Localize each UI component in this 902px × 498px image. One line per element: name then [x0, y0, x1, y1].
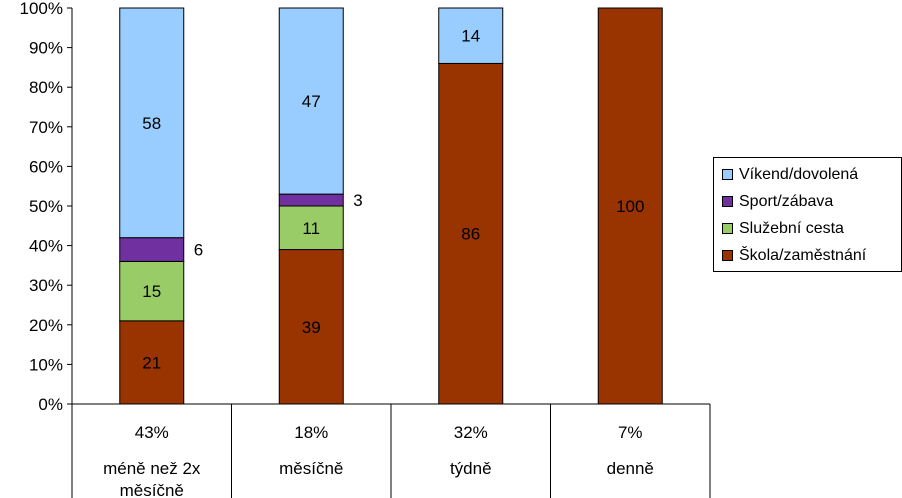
category-share-label: 18% — [294, 423, 328, 442]
data-label: 47 — [302, 92, 321, 111]
y-tick-label: 100% — [20, 0, 63, 18]
y-tick-label: 0% — [38, 395, 63, 414]
category-label: měsíčně — [279, 459, 343, 478]
bar-segment — [438, 7, 504, 64]
bar-segment — [438, 62, 504, 405]
legend-label-vikend: Víkend/dovolená — [739, 165, 859, 183]
bar-segment — [119, 237, 185, 262]
y-tick-label: 70% — [29, 118, 63, 137]
y-tick-label: 10% — [29, 355, 63, 374]
y-tick-label: 30% — [29, 276, 63, 295]
legend-item-sluzebni: Služební cesta — [722, 215, 901, 242]
y-tick-label: 80% — [29, 78, 63, 97]
data-label: 3 — [353, 191, 362, 210]
legend-label-skola: Škola/zaměstnání — [739, 246, 867, 264]
y-tick-label: 60% — [29, 157, 63, 176]
data-label: 58 — [142, 114, 161, 133]
category-share-label: 7% — [618, 423, 643, 442]
y-tick-label: 90% — [29, 39, 63, 58]
data-label: 14 — [461, 27, 480, 46]
category-share-label: 32% — [454, 423, 488, 442]
legend-item-sport: Sport/zábava — [722, 188, 901, 215]
legend-swatch-skola — [722, 250, 733, 261]
category-share-label: 43% — [135, 423, 169, 442]
legend-swatch-sport — [722, 196, 733, 207]
data-label: 100 — [616, 197, 644, 216]
legend-label-sport: Sport/zábava — [739, 192, 834, 210]
bar-segment — [119, 260, 185, 322]
plot-area: 0% 10% 20% 30% 40% 50% 60% 70% 80% 90% 100% 21 15 6 58… — [20, 0, 711, 498]
data-label: 86 — [461, 225, 480, 244]
bar-segment — [119, 7, 185, 239]
data-label: 39 — [302, 318, 321, 337]
legend-item-vikend: Víkend/dovolená — [722, 161, 901, 188]
legend: Víkend/dovolená Sport/zábava Služební ce… — [713, 157, 902, 272]
category-label: méně než 2x — [103, 459, 201, 478]
bar-segment — [597, 7, 663, 405]
category-label: týdně — [450, 459, 492, 478]
data-label: 6 — [194, 241, 203, 260]
legend-swatch-vikend — [722, 169, 733, 180]
y-tick-label: 50% — [29, 197, 63, 216]
legend-item-skola: Škola/zaměstnání — [722, 242, 901, 269]
data-label: 21 — [142, 353, 161, 372]
bar-segment — [278, 249, 344, 405]
legend-label-sluzebni: Služební cesta — [739, 219, 844, 237]
category-label: denně — [607, 459, 654, 478]
y-tick-label: 20% — [29, 316, 63, 335]
bar-segment — [119, 320, 185, 405]
bar-segment — [278, 193, 344, 207]
y-tick-label: 40% — [29, 237, 63, 256]
data-label: 15 — [142, 282, 161, 301]
category-label: měsíčně — [120, 481, 184, 498]
data-label: 11 — [302, 219, 320, 238]
bar-segment — [278, 7, 344, 195]
legend-swatch-sluzebni — [722, 223, 733, 234]
